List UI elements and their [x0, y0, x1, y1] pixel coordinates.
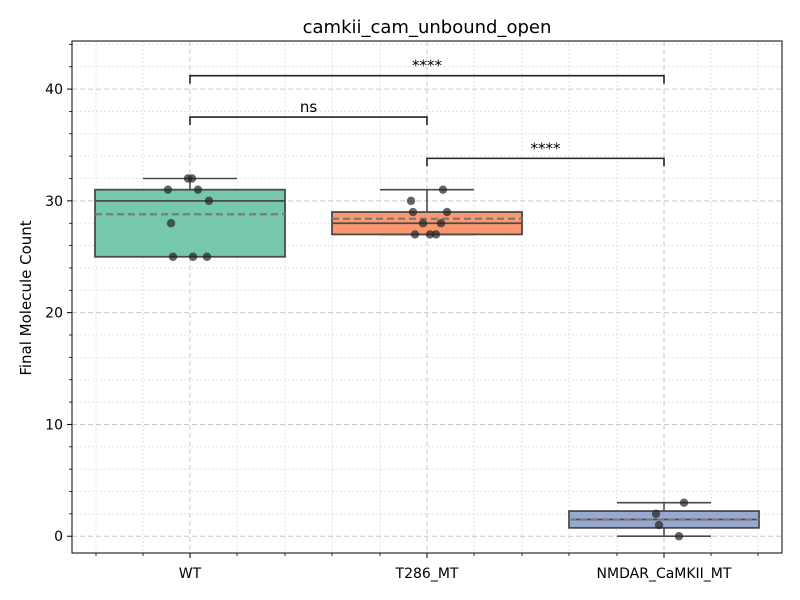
data-point [425, 230, 435, 239]
y-tick-label: 40 [45, 82, 63, 98]
data-points [163, 174, 689, 541]
box-NMDAR_CaMKII_MT [568, 501, 760, 538]
axes: 0 10 20 30 40 WT T286_MT NMDAR_CaMKII_MT [45, 40, 783, 582]
significance-label: **** [531, 139, 562, 157]
x-tick-label: WT [179, 566, 202, 582]
data-point [431, 230, 441, 239]
data-point [410, 230, 420, 239]
data-point [406, 196, 416, 206]
data-point [408, 207, 418, 217]
y-tick-label: 0 [54, 529, 63, 545]
significance-bracket: **** [189, 57, 665, 84]
y-tick-label: 10 [45, 417, 63, 433]
data-point [418, 219, 428, 228]
bracket-line [189, 74, 665, 84]
box-body [94, 188, 286, 258]
data-point [442, 207, 452, 217]
significance-annotations: ns **** **** [189, 57, 665, 167]
data-point [187, 174, 197, 183]
significance-label: ns [300, 98, 318, 116]
significance-label: **** [412, 57, 443, 75]
data-point [188, 252, 198, 261]
data-point [436, 219, 446, 228]
box-T286_MT [331, 188, 523, 236]
data-point [679, 498, 689, 507]
data-point [651, 509, 661, 519]
data-point [674, 532, 684, 541]
data-point [202, 252, 212, 261]
bracket-line [189, 116, 428, 126]
bracket-line [426, 157, 665, 167]
data-point [438, 185, 448, 194]
boxes [94, 177, 760, 538]
data-point [654, 520, 664, 530]
significance-bracket: ns [189, 98, 428, 126]
y-tick-label: 30 [45, 194, 63, 210]
y-axis-label: Final Molecule Count [17, 220, 35, 375]
box-WT [94, 177, 286, 258]
significance-bracket: **** [426, 139, 665, 167]
data-point [163, 185, 173, 194]
data-point [168, 252, 178, 261]
y-tick-label: 20 [45, 306, 63, 322]
data-point [204, 196, 214, 206]
chart-title: camkii_cam_unbound_open [303, 17, 552, 38]
data-point [193, 185, 203, 194]
data-point [166, 219, 176, 228]
x-tick-label: T286_MT [395, 566, 459, 582]
x-tick-label: NMDAR_CaMKII_MT [597, 566, 732, 582]
